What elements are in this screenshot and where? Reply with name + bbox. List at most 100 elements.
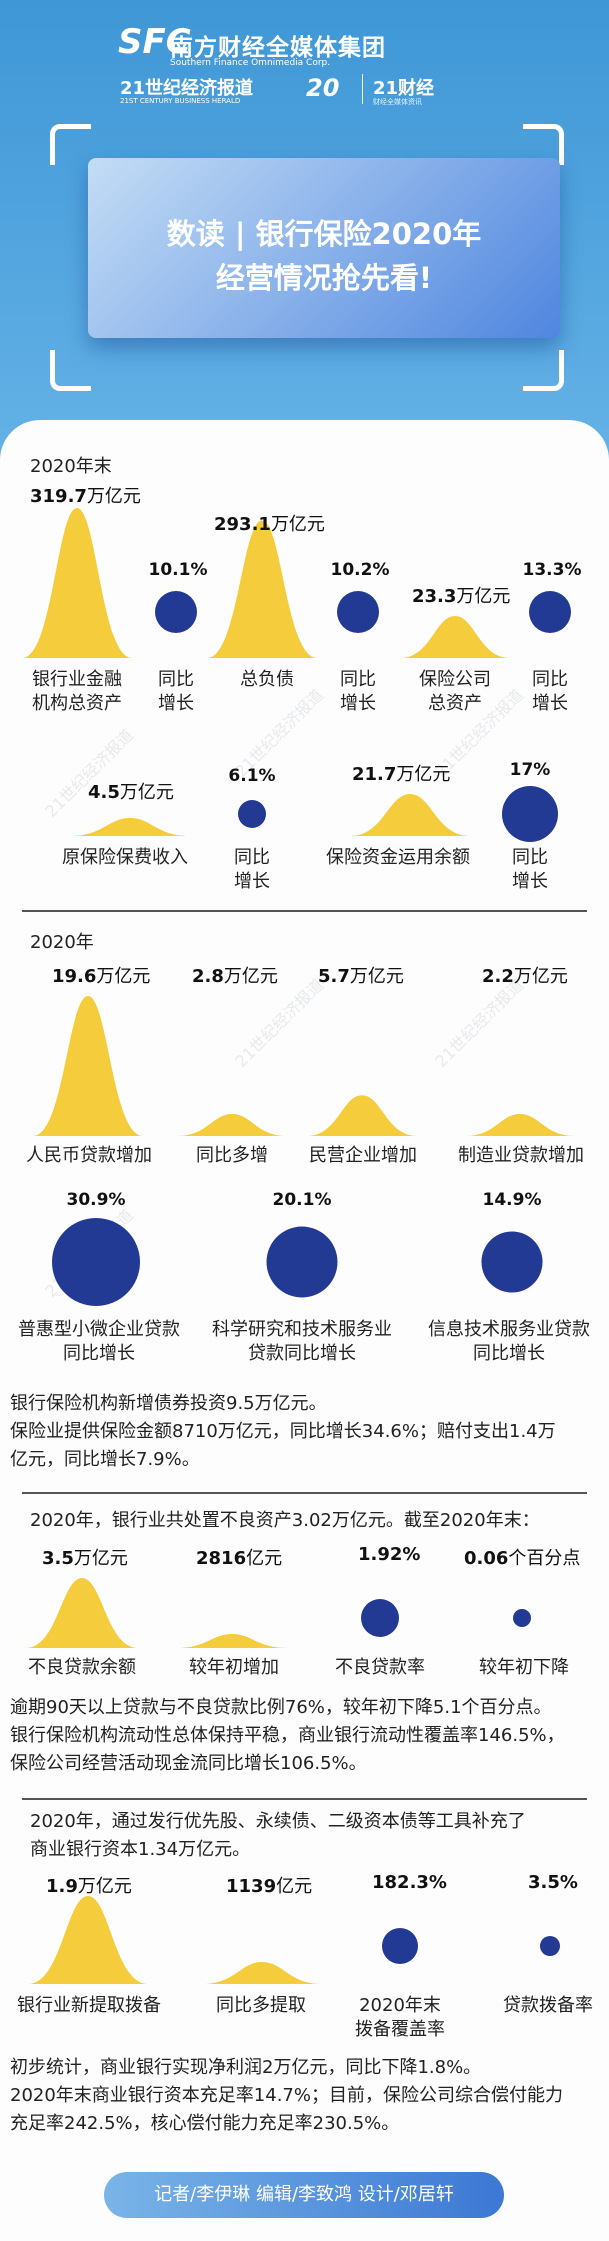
section3-heading: 2020年，银行业共处置不良资产3.02万亿元。截至2020年末： — [30, 1510, 540, 1531]
bar-s3-1 — [26, 1578, 138, 1648]
divider — [22, 1492, 587, 1494]
dot-s1-5 — [502, 786, 558, 842]
dot-s3-4 — [513, 1609, 531, 1627]
dot-s1-1 — [155, 591, 197, 633]
s2-growth-label-2: 科学研究和技术服务业 贷款同比增长 — [212, 1319, 392, 1364]
page-title: 数读 | 银行保险2020年 经营情况抢先看! — [88, 212, 560, 300]
s2-amount-2: 2.8万亿元 — [192, 966, 278, 987]
s1-growth-label-1: 同比 增长 — [158, 669, 194, 714]
section2-heading: 2020年 — [30, 932, 94, 953]
bar-s2-4 — [465, 1114, 575, 1136]
s2-amount-3: 5.7万亿元 — [318, 966, 404, 987]
s1-amount-5: 21.7万亿元 — [352, 764, 451, 785]
s4-amount-3: 182.3% — [372, 1872, 447, 1893]
dot-s2-1 — [52, 1218, 140, 1306]
s4-label-2: 同比多提取 — [216, 1995, 306, 2016]
bar-s2-3 — [307, 1095, 417, 1136]
credits-bar: 记者/李伊琳 编辑/李致鸿 设计/邓居轩 — [104, 2172, 504, 2218]
dot-s2-2 — [266, 1226, 338, 1298]
frame-corner-tl — [50, 124, 91, 165]
dot-s2-3 — [481, 1231, 543, 1293]
section1-heading: 2020年末 — [30, 456, 112, 477]
frame-corner-tr — [523, 124, 564, 165]
s1-label-4: 原保险保费收入 — [62, 847, 188, 868]
s1-amount-2: 293.1万亿元 — [214, 514, 325, 535]
divider — [22, 1798, 587, 1800]
s2-label-2: 同比多增 — [196, 1145, 268, 1166]
s2-growth-label-3: 信息技术服务业贷款 同比增长 — [428, 1319, 590, 1364]
s4-amount-1: 1.9万亿元 — [46, 1876, 132, 1897]
divider — [22, 910, 587, 912]
s4-label-3: 2020年末 拨备覆盖率 — [355, 1995, 445, 2040]
s1-growth-3: 13.3% — [522, 560, 582, 580]
s3-label-2: 较年初增加 — [189, 1657, 279, 1678]
s4-paragraph: 初步统计，商业银行实现净利润2万亿元，同比下降1.8%。 2020年末商业银行资本… — [10, 2057, 563, 2134]
s2-growth-2: 20.1% — [272, 1190, 332, 1210]
s4-label-1: 银行业新提取拨备 — [17, 1995, 161, 2016]
s2-amount-4: 2.2万亿元 — [482, 966, 568, 987]
s1-amount-4: 4.5万亿元 — [88, 782, 174, 803]
s2-amount-1: 19.6万亿元 — [52, 966, 151, 987]
s3-label-3: 不良贷款率 — [335, 1657, 425, 1678]
s3-amount-4: 0.06个百分点 — [464, 1548, 581, 1569]
dot-s1-2 — [337, 591, 379, 633]
dot-s1-3 — [529, 591, 571, 633]
s1-growth-label-3: 同比 增长 — [532, 669, 568, 714]
bar-s2-1 — [33, 996, 143, 1136]
s2-label-1: 人民币贷款增加 — [26, 1145, 152, 1166]
s1-growth-label-4: 同比 增长 — [234, 847, 270, 892]
paper-name: 21世纪经济报道 — [120, 78, 254, 99]
sfc-logo: SFC — [118, 22, 191, 62]
dot-s1-4 — [238, 800, 266, 828]
dot-s4-4 — [540, 1936, 560, 1956]
bar-s1-3 — [400, 616, 510, 658]
s4-label-4: 贷款拨备率 — [503, 1995, 593, 2016]
title-card: 数读 | 银行保险2020年 经营情况抢先看! — [88, 158, 560, 338]
bar-s1-5 — [350, 794, 470, 836]
s1-amount-1: 319.7万亿元 — [30, 486, 141, 507]
s2-growth-3: 14.9% — [482, 1190, 542, 1210]
s1-growth-1: 10.1% — [148, 560, 208, 580]
bar-s1-4 — [70, 818, 190, 836]
s3-label-4: 较年初下降 — [479, 1657, 569, 1678]
dot-s4-3 — [382, 1928, 418, 1964]
caijing-logo: 21财经 — [373, 78, 435, 99]
section4-heading: 2020年，通过发行优先股、永续债、二级资本债等工具补充了 商业银行资本1.34万… — [30, 1811, 526, 1860]
s1-label-3: 保险公司 总资产 — [419, 669, 491, 714]
s2-growth-label-1: 普惠型小微企业贷款 同比增长 — [18, 1319, 180, 1364]
s3-amount-3: 1.92% — [358, 1544, 421, 1565]
chart-bells-1 — [22, 508, 575, 1984]
s3-amount-1: 3.5万亿元 — [42, 1548, 128, 1569]
frame-corner-br — [523, 350, 564, 391]
s2-label-3: 民营企业增加 — [309, 1145, 417, 1166]
s1-label-2: 总负债 — [240, 669, 294, 690]
s2-paragraph: 银行保险机构新增债券投资9.5万亿元。 保险业提供保险金额8710万亿元，同比增长… — [10, 1393, 556, 1470]
title-line-1: 数读 | 银行保险2020年 — [166, 217, 482, 251]
s3-amount-2: 2816亿元 — [196, 1548, 283, 1569]
s2-label-4: 制造业贷款增加 — [458, 1145, 584, 1166]
title-line-2: 经营情况抢先看! — [215, 261, 433, 295]
frame-corner-bl — [50, 350, 91, 391]
brand-name-en: Southern Finance Omnimedia Corp. — [170, 58, 331, 68]
bar-s3-2 — [176, 1634, 288, 1648]
s1-label-1: 银行业金融 机构总资产 — [32, 669, 122, 714]
header-divider — [362, 74, 363, 104]
dot-s3-3 — [361, 1599, 399, 1637]
bar-s1-2 — [207, 520, 317, 658]
paper-name-en: 21ST CENTURY BUSINESS HERALD — [120, 97, 241, 105]
s4-amount-2: 1139亿元 — [226, 1876, 313, 1897]
bar-s2-2 — [177, 1114, 287, 1136]
s2-growth-1: 30.9% — [66, 1190, 126, 1210]
caijing-subtitle: 财经全媒体资讯 — [373, 98, 422, 106]
anniversary-logo: 20 — [306, 74, 340, 102]
bar-s1-1 — [22, 508, 132, 658]
bar-s4-2 — [202, 1962, 322, 1984]
s1-growth-2: 10.2% — [330, 560, 390, 580]
s1-growth-label-5: 同比 增长 — [512, 847, 548, 892]
s1-amount-3: 23.3万亿元 — [412, 586, 511, 607]
s4-amount-4: 3.5% — [528, 1872, 578, 1893]
s1-growth-4: 6.1% — [228, 766, 276, 786]
s3-paragraph: 逾期90天以上贷款与不良贷款比例76%，较年初下降5.1个百分点。 银行保险机构流… — [10, 1697, 565, 1774]
s1-label-5: 保险资金运用余额 — [326, 847, 470, 868]
